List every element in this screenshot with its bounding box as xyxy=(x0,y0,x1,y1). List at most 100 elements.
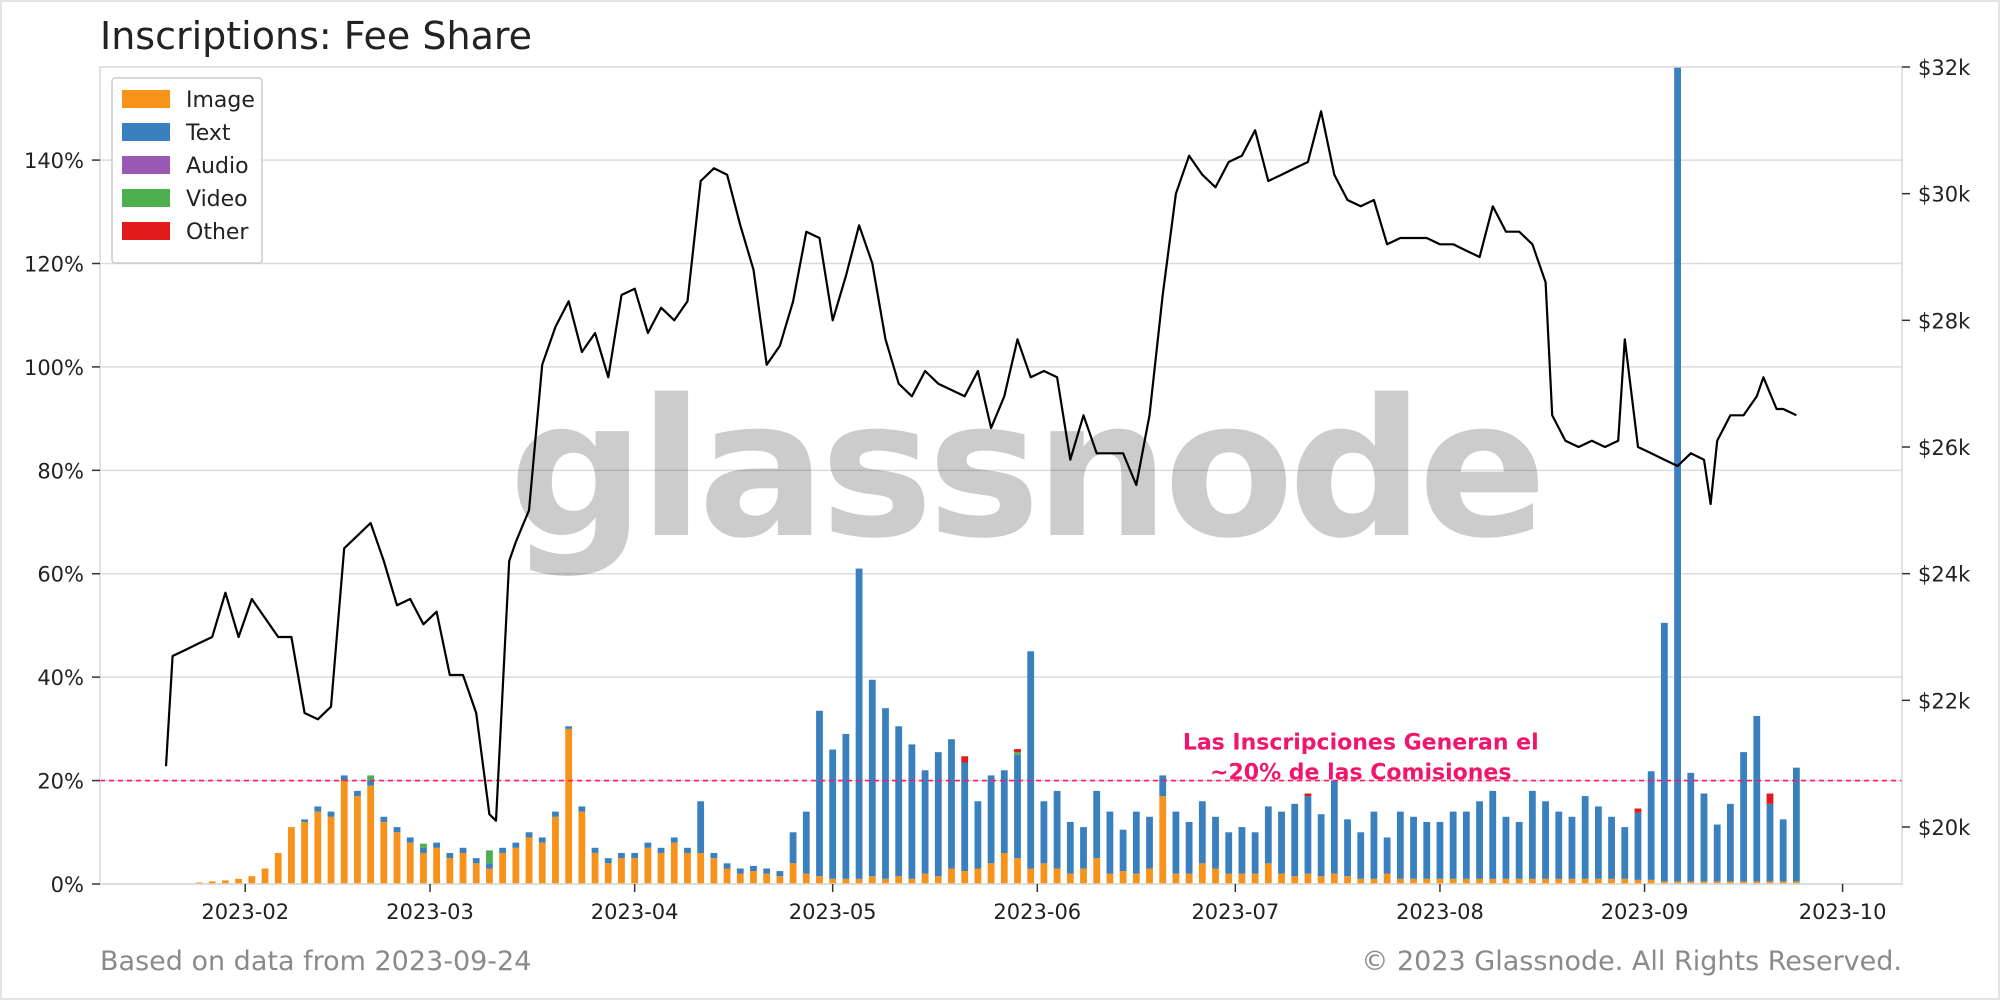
bar-image-2023-08-29 xyxy=(1621,878,1629,884)
bar-text-2023-08-07 xyxy=(1476,801,1483,879)
legend-swatch-text xyxy=(122,123,170,141)
bar-text-2023-06-20 xyxy=(1159,775,1167,797)
bar-image-2023-06-02 xyxy=(1040,863,1048,884)
bar-image-2023-07-22 xyxy=(1370,878,1378,884)
y-tick-label-140: 140% xyxy=(24,149,84,173)
bar-text-2023-09-14 xyxy=(1726,803,1734,882)
y2-axis-ticks: $20k $22k $24k $26k $28k $30k $32k xyxy=(1902,56,1971,840)
bar-text-2023-07-10 xyxy=(1291,803,1299,877)
bar-text-2023-04-15 xyxy=(723,863,731,869)
bar-text-2023-03-06 xyxy=(459,847,467,853)
bar-image-2023-05-01 xyxy=(829,878,837,884)
bar-text-2023-04-05 xyxy=(657,847,665,853)
bar-text-2023-05-05 xyxy=(855,568,863,879)
bar-text-2023-07-08 xyxy=(1278,811,1285,874)
bar-image-2023-01-31 xyxy=(235,878,243,884)
bar-image-2023-03-20 xyxy=(552,816,559,884)
bar-image-2023-06-22 xyxy=(1172,873,1180,884)
y-tick-label-100: 100% xyxy=(24,356,84,380)
bar-image-2023-04-29 xyxy=(816,876,823,884)
bar-text-2023-08-13 xyxy=(1515,821,1523,879)
x-tick-label-2023-03: 2023-03 xyxy=(386,900,474,924)
y2-tick-label-32000: $32k xyxy=(1918,56,1971,80)
bar-text-2023-05-15 xyxy=(921,770,929,874)
bar-text-2023-02-28 xyxy=(420,847,427,853)
bar-text-2023-04-13 xyxy=(710,852,718,859)
bar-video-2023-02-20 xyxy=(367,775,375,781)
bar-image-2023-04-19 xyxy=(750,871,757,884)
y-tick-label-0: 0% xyxy=(51,873,84,897)
bar-image-2023-09-02 xyxy=(1647,879,1655,884)
bar-text-2023-05-27 xyxy=(1000,770,1008,853)
x-tick-label-2023-04: 2023-04 xyxy=(591,900,679,924)
bar-text-2023-07-02 xyxy=(1238,827,1246,874)
bar-image-2023-09-12 xyxy=(1713,881,1721,884)
bar-image-2023-02-24 xyxy=(393,832,401,884)
bar-text-2023-04-29 xyxy=(816,710,823,877)
bar-image-2023-08-03 xyxy=(1449,878,1457,884)
bar-image-2023-02-08 xyxy=(288,827,295,884)
bar-image-2023-03-02 xyxy=(433,847,441,884)
bar-text-2023-08-17 xyxy=(1542,801,1549,879)
bar-image-2023-08-13 xyxy=(1515,878,1523,884)
stacked-bars xyxy=(195,67,1800,884)
bar-text-2023-03-30 xyxy=(618,852,625,859)
bar-image-2023-06-28 xyxy=(1212,868,1219,884)
footer-source: Based on data from 2023-09-24 xyxy=(100,946,532,977)
bar-text-2023-03-20 xyxy=(552,811,559,817)
bar-image-2023-07-02 xyxy=(1238,873,1246,884)
bar-image-2023-01-29 xyxy=(222,880,229,884)
bar-text-2023-05-31 xyxy=(1027,651,1035,869)
bar-image-2023-07-24 xyxy=(1383,873,1391,884)
watermark-layer: glassnode xyxy=(509,359,1547,580)
bar-text-2023-06-28 xyxy=(1212,816,1219,869)
bar-text-2023-05-29 xyxy=(1014,754,1021,859)
bar-text-2023-06-02 xyxy=(1040,801,1048,864)
bar-image-2023-08-25 xyxy=(1594,878,1602,884)
bar-image-2023-07-30 xyxy=(1423,878,1431,884)
bar-text-2023-08-11 xyxy=(1502,816,1510,879)
bar-image-2023-03-24 xyxy=(578,811,586,884)
legend-label-text: Text xyxy=(185,121,231,146)
bar-text-2023-02-26 xyxy=(406,837,414,843)
bar-image-2023-01-25 xyxy=(195,882,203,884)
x-tick-label-2023-09: 2023-09 xyxy=(1601,900,1689,924)
bar-text-2023-06-10 xyxy=(1093,790,1101,859)
bar-text-2023-04-01 xyxy=(631,852,639,859)
bar-image-2023-05-17 xyxy=(934,876,942,884)
bar-text-2023-08-01 xyxy=(1436,821,1444,879)
bar-image-2023-06-18 xyxy=(1146,868,1153,884)
bar-image-2023-07-14 xyxy=(1317,876,1325,884)
bar-image-2023-07-18 xyxy=(1344,876,1351,884)
bar-text-2023-09-02 xyxy=(1647,771,1655,880)
bar-image-2023-09-06 xyxy=(1674,881,1681,884)
bar-image-2023-07-06 xyxy=(1264,863,1272,884)
bar-image-2023-05-03 xyxy=(842,878,850,884)
bar-image-2023-07-28 xyxy=(1410,878,1417,884)
y2-tick-label-30000: $30k xyxy=(1918,183,1971,207)
bar-image-2023-05-11 xyxy=(895,876,903,884)
bar-text-2023-06-12 xyxy=(1106,811,1114,874)
bar-image-2023-05-31 xyxy=(1027,868,1035,884)
bar-image-2023-05-29 xyxy=(1014,858,1021,884)
bar-image-2023-03-14 xyxy=(512,847,520,884)
bar-image-2023-08-11 xyxy=(1502,878,1510,884)
bar-text-2023-08-09 xyxy=(1489,790,1497,879)
annotation-line-1: Las Inscripciones Generan el xyxy=(1183,731,1539,756)
bar-image-2023-02-06 xyxy=(274,852,282,884)
bar-text-2023-05-07 xyxy=(868,679,876,877)
bar-image-2023-08-19 xyxy=(1555,878,1563,884)
bar-image-2023-07-26 xyxy=(1396,878,1404,884)
watermark: glassnode xyxy=(509,359,1541,580)
bar-text-2023-04-09 xyxy=(684,847,691,853)
x-tick-label-2023-05: 2023-05 xyxy=(789,900,877,924)
bar-image-2023-09-04 xyxy=(1660,881,1668,884)
bar-image-2023-06-16 xyxy=(1132,873,1140,884)
bar-image-2023-05-25 xyxy=(987,863,995,884)
legend-label-other: Other xyxy=(186,220,249,245)
bar-image-2023-07-10 xyxy=(1291,876,1299,884)
bar-text-2023-03-24 xyxy=(578,806,586,812)
bar-image-2023-01-27 xyxy=(208,881,216,884)
bar-image-2023-08-05 xyxy=(1462,878,1470,884)
bar-text-2023-05-17 xyxy=(934,752,942,877)
